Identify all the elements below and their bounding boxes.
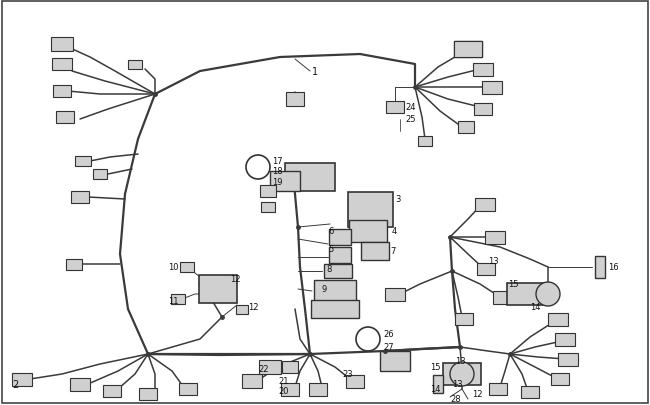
Text: 4: 4 [392, 227, 397, 236]
Bar [473, 63, 493, 76]
Bar [52, 59, 72, 71]
Text: 12: 12 [248, 303, 259, 312]
Bar [236, 305, 248, 314]
Bar [93, 170, 107, 179]
Bar [66, 259, 82, 270]
Text: 20: 20 [278, 386, 289, 396]
Text: 18: 18 [272, 167, 283, 176]
Bar [199, 275, 237, 303]
Bar [477, 263, 495, 275]
Bar [454, 42, 482, 58]
Bar [507, 284, 549, 305]
Text: 13: 13 [488, 257, 499, 266]
Bar [261, 202, 275, 213]
Bar [551, 373, 569, 385]
Bar [558, 353, 578, 366]
Circle shape [450, 362, 474, 386]
Bar [482, 81, 502, 94]
Text: 13: 13 [455, 357, 465, 366]
Bar [180, 262, 194, 272]
Circle shape [536, 282, 560, 306]
Bar [521, 386, 539, 398]
Bar [361, 243, 389, 260]
Bar [348, 192, 393, 227]
Bar [75, 157, 91, 166]
Bar [380, 351, 410, 371]
Bar [242, 374, 262, 388]
Bar [128, 60, 142, 69]
Text: 19: 19 [272, 178, 283, 187]
Text: 17: 17 [272, 157, 283, 166]
Text: 6: 6 [328, 227, 333, 236]
Text: 16: 16 [608, 263, 619, 272]
Text: 21: 21 [278, 377, 289, 386]
Bar [493, 291, 513, 304]
Bar [555, 333, 575, 345]
Text: 15: 15 [430, 362, 441, 371]
Bar [443, 363, 481, 385]
Text: 7: 7 [390, 247, 395, 256]
Bar [324, 264, 352, 278]
Bar [281, 383, 299, 396]
Text: 10: 10 [168, 263, 179, 272]
Bar [56, 112, 74, 124]
Text: 15: 15 [508, 280, 519, 289]
Bar [455, 313, 473, 325]
Bar [329, 230, 351, 245]
Bar [349, 220, 387, 243]
Text: 1: 1 [312, 67, 318, 77]
Text: 11: 11 [168, 297, 179, 306]
Text: 3: 3 [395, 195, 400, 204]
Bar [286, 93, 304, 107]
Bar [259, 360, 281, 374]
Bar [70, 377, 90, 390]
Text: 23: 23 [342, 370, 352, 379]
Bar [270, 172, 300, 192]
Text: 2: 2 [12, 379, 18, 389]
Bar [282, 361, 298, 373]
Text: 12: 12 [472, 390, 482, 399]
Text: 28: 28 [450, 394, 461, 403]
Text: 27: 27 [383, 343, 394, 352]
Bar [311, 300, 359, 318]
Bar [314, 280, 356, 302]
Bar [475, 198, 495, 211]
Bar [51, 38, 73, 52]
Bar [595, 256, 605, 278]
Bar [418, 136, 432, 147]
Text: 5: 5 [328, 245, 333, 254]
Bar [260, 185, 276, 198]
Bar [139, 388, 157, 400]
Bar [386, 102, 404, 114]
Text: 8: 8 [326, 265, 332, 274]
Bar [329, 247, 351, 263]
Bar [474, 104, 492, 116]
Text: 9: 9 [322, 285, 327, 294]
Bar [171, 294, 185, 304]
Bar [71, 192, 89, 203]
Text: 26: 26 [383, 330, 394, 339]
Bar [103, 385, 121, 397]
Text: 24: 24 [405, 103, 415, 112]
Bar [179, 383, 197, 395]
Text: 25: 25 [405, 115, 415, 124]
Bar [285, 164, 335, 192]
Bar [548, 313, 568, 326]
Bar [346, 375, 364, 388]
Bar [53, 86, 71, 98]
Bar [12, 373, 32, 386]
Bar [385, 288, 405, 301]
Bar [489, 383, 507, 395]
Bar [309, 383, 327, 396]
Text: 12: 12 [230, 275, 240, 284]
Bar [485, 231, 505, 244]
Text: 22: 22 [258, 364, 268, 373]
Text: 13: 13 [452, 379, 463, 388]
Text: 14: 14 [530, 303, 541, 312]
Bar [458, 122, 474, 134]
Bar [433, 375, 443, 393]
Bar [454, 42, 482, 58]
Text: 14: 14 [430, 385, 441, 394]
